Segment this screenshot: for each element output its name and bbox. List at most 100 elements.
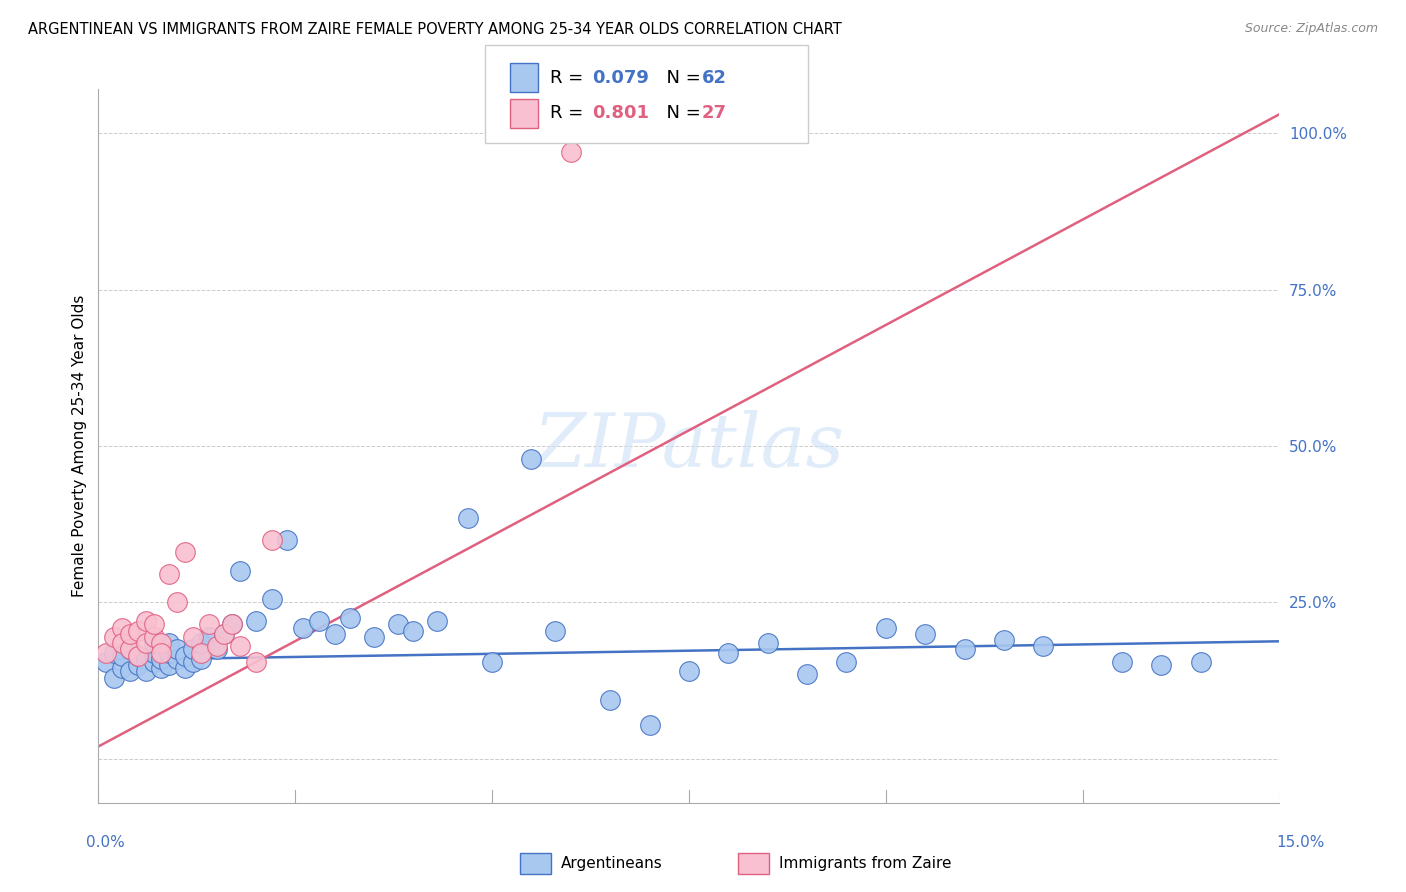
Point bbox=[544, 624, 567, 638]
Point bbox=[142, 617, 165, 632]
Point bbox=[678, 665, 700, 679]
Point bbox=[402, 624, 425, 638]
Point bbox=[96, 646, 118, 660]
Text: Source: ZipAtlas.com: Source: ZipAtlas.com bbox=[1244, 22, 1378, 36]
Point bbox=[205, 642, 228, 657]
Point bbox=[174, 661, 197, 675]
Text: 0.801: 0.801 bbox=[592, 104, 650, 122]
Point bbox=[127, 624, 149, 638]
Point bbox=[135, 665, 157, 679]
Point bbox=[127, 648, 149, 663]
Point bbox=[560, 145, 582, 159]
Text: N =: N = bbox=[655, 69, 707, 87]
Point bbox=[953, 642, 976, 657]
Point bbox=[197, 617, 219, 632]
Point bbox=[1189, 655, 1212, 669]
Point bbox=[520, 451, 543, 466]
Point bbox=[221, 617, 243, 632]
Point bbox=[993, 633, 1015, 648]
Point bbox=[142, 636, 165, 650]
Text: R =: R = bbox=[550, 104, 589, 122]
Point bbox=[1150, 658, 1173, 673]
Point bbox=[103, 646, 125, 660]
Point bbox=[323, 627, 346, 641]
Point bbox=[260, 592, 283, 607]
Point bbox=[118, 642, 141, 657]
Point bbox=[1111, 655, 1133, 669]
Point bbox=[835, 655, 858, 669]
Point bbox=[118, 642, 141, 657]
Point bbox=[796, 667, 818, 681]
Point bbox=[135, 652, 157, 666]
Point bbox=[142, 655, 165, 669]
Point bbox=[276, 533, 298, 547]
Point bbox=[118, 665, 141, 679]
Point bbox=[135, 614, 157, 628]
Point bbox=[481, 655, 503, 669]
Point bbox=[166, 642, 188, 657]
Point bbox=[363, 630, 385, 644]
Point bbox=[229, 640, 252, 654]
Point bbox=[150, 661, 173, 675]
Text: ZIPatlas: ZIPatlas bbox=[533, 409, 845, 483]
Point bbox=[181, 642, 204, 657]
Point bbox=[457, 511, 479, 525]
Point bbox=[387, 617, 409, 632]
Point bbox=[166, 652, 188, 666]
Text: 15.0%: 15.0% bbox=[1277, 836, 1324, 850]
Point bbox=[599, 692, 621, 706]
Text: Argentineans: Argentineans bbox=[561, 856, 662, 871]
Point bbox=[245, 614, 267, 628]
Point bbox=[181, 655, 204, 669]
Point bbox=[308, 614, 330, 628]
Point bbox=[717, 646, 740, 660]
Point bbox=[111, 661, 134, 675]
Point bbox=[229, 564, 252, 578]
Point bbox=[190, 646, 212, 660]
Point bbox=[157, 567, 180, 582]
Point bbox=[174, 648, 197, 663]
Point bbox=[127, 648, 149, 663]
Point bbox=[221, 617, 243, 632]
Point bbox=[111, 621, 134, 635]
Point bbox=[166, 595, 188, 609]
Point bbox=[150, 636, 173, 650]
Point bbox=[181, 630, 204, 644]
Point bbox=[245, 655, 267, 669]
Point bbox=[292, 621, 315, 635]
Point bbox=[157, 646, 180, 660]
Point bbox=[260, 533, 283, 547]
Point bbox=[339, 611, 361, 625]
Point bbox=[142, 646, 165, 660]
Text: R =: R = bbox=[550, 69, 589, 87]
Y-axis label: Female Poverty Among 25-34 Year Olds: Female Poverty Among 25-34 Year Olds bbox=[72, 295, 87, 597]
Point bbox=[197, 630, 219, 644]
Point bbox=[135, 636, 157, 650]
Text: 27: 27 bbox=[702, 104, 727, 122]
Text: ARGENTINEAN VS IMMIGRANTS FROM ZAIRE FEMALE POVERTY AMONG 25-34 YEAR OLDS CORREL: ARGENTINEAN VS IMMIGRANTS FROM ZAIRE FEM… bbox=[28, 22, 842, 37]
Point bbox=[157, 658, 180, 673]
Text: Immigrants from Zaire: Immigrants from Zaire bbox=[779, 856, 952, 871]
Point bbox=[118, 627, 141, 641]
Point bbox=[214, 627, 236, 641]
Point bbox=[190, 652, 212, 666]
Point bbox=[127, 658, 149, 673]
Point bbox=[150, 652, 173, 666]
Point bbox=[111, 648, 134, 663]
Point bbox=[96, 655, 118, 669]
Point bbox=[426, 614, 449, 628]
Point bbox=[638, 717, 661, 731]
Point bbox=[205, 640, 228, 654]
Text: 0.0%: 0.0% bbox=[86, 836, 125, 850]
Point bbox=[875, 621, 897, 635]
Text: 0.079: 0.079 bbox=[592, 69, 648, 87]
Point bbox=[756, 636, 779, 650]
Point bbox=[214, 627, 236, 641]
Point bbox=[103, 671, 125, 685]
Point bbox=[103, 630, 125, 644]
Point bbox=[142, 630, 165, 644]
Point bbox=[150, 646, 173, 660]
Point bbox=[111, 636, 134, 650]
Point bbox=[174, 545, 197, 559]
Point bbox=[1032, 640, 1054, 654]
